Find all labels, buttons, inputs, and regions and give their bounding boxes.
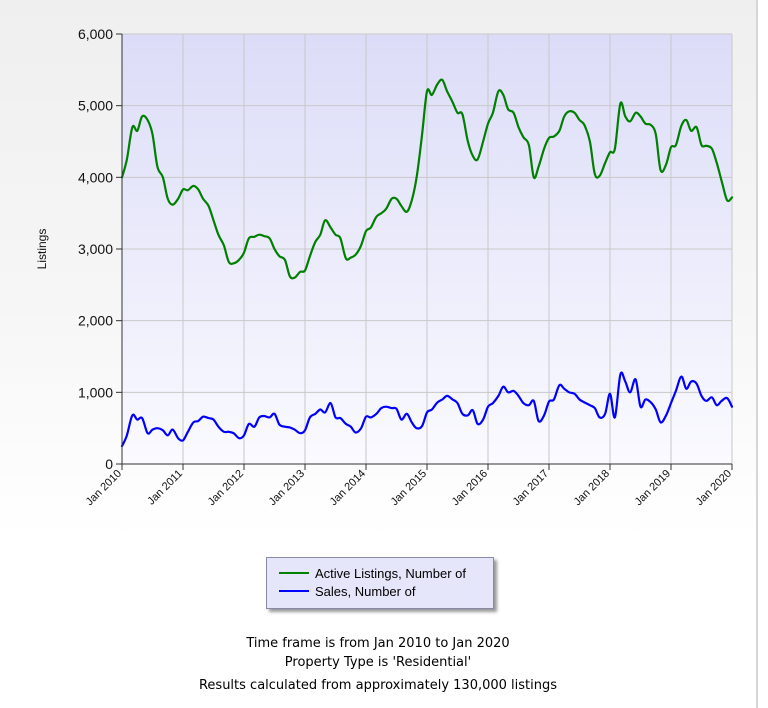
panel-border — [756, 0, 758, 708]
x-tick-label: Jan 2020 — [694, 468, 734, 508]
y-tick-label: 5,000 — [78, 98, 113, 114]
x-tick-label: Jan 2013 — [267, 468, 307, 508]
footer-results-note: Results calculated from approximately 13… — [198, 678, 558, 693]
y-tick-label: 0 — [105, 456, 113, 472]
series-line-sales — [120, 371, 734, 448]
legend-swatch-active-listings — [279, 572, 309, 574]
x-tick-label: Jan 2018 — [572, 468, 612, 508]
series-line-active-listings — [120, 78, 734, 280]
line-chart: 0 1,000 2,000 3,000 4,000 5,000 6,000 Jan 2010 J… — [35, 26, 734, 508]
y-axis-label: Listings — [35, 229, 49, 270]
legend-label-active-listings: Active Listings, Number of — [315, 565, 467, 581]
x-tick-label: Jan 2015 — [389, 468, 429, 508]
x-tick-label: Jan 2019 — [633, 468, 673, 508]
x-tick-label: Jan 2010 — [84, 468, 124, 508]
x-tick-label: Jan 2016 — [450, 468, 490, 508]
legend-item-sales: Sales, Number of — [279, 582, 415, 600]
legend: Active Listings, Number of Sales, Number… — [266, 557, 494, 609]
footer-timeframe: Time frame is from Jan 2010 to Jan 2020 — [246, 636, 510, 651]
legend-swatch-sales — [279, 590, 309, 592]
y-tick-label: 3,000 — [78, 241, 113, 257]
x-tick-label: Jan 2012 — [206, 468, 246, 508]
y-tick-label: 6,000 — [78, 26, 113, 42]
y-tick-label: 4,000 — [78, 169, 113, 185]
legend-item-active-listings: Active Listings, Number of — [279, 564, 466, 582]
gridlines — [122, 33, 733, 464]
footer-property-type: Property Type is 'Residential' — [284, 655, 472, 670]
chart-footer: Time frame is from Jan 2010 to Jan 2020 … — [0, 634, 756, 695]
legend-label-sales: Sales, Number of — [315, 583, 416, 599]
series-group — [120, 78, 734, 448]
axes — [116, 33, 733, 470]
y-tick-label: 2,000 — [78, 313, 113, 329]
x-tick-label: Jan 2014 — [328, 468, 368, 508]
y-tick-label: 1,000 — [78, 384, 113, 400]
x-tick-label: Jan 2017 — [511, 468, 551, 508]
x-tick-label: Jan 2011 — [145, 468, 185, 508]
